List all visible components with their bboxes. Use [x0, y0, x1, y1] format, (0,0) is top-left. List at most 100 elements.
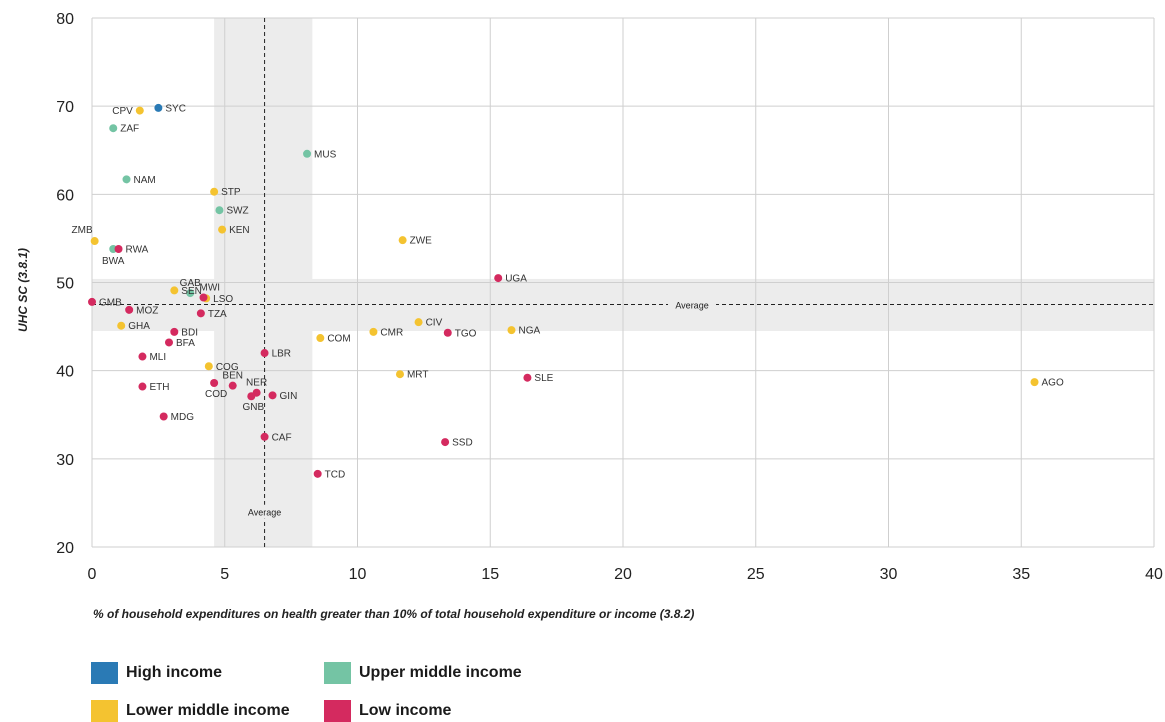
point-label-eth: ETH [149, 382, 169, 393]
data-point-mli [138, 352, 147, 361]
data-point-com [316, 334, 325, 343]
data-point-gha [117, 321, 126, 330]
y-tick-label: 40 [56, 364, 74, 381]
point-label-mus: MUS [314, 149, 337, 160]
y-average-label-bg [668, 297, 717, 312]
point-label-tcd: TCD [325, 469, 346, 480]
x-tick-label: 25 [747, 566, 765, 583]
point-label-bdi: BDI [181, 327, 198, 338]
point-label-tza: TZA [208, 309, 227, 320]
point-label-moz: MOZ [136, 305, 158, 316]
point-label-cmr: CMR [380, 327, 403, 338]
data-point-mrt [395, 370, 404, 379]
point-label-gha: GHA [128, 321, 150, 332]
point-label-swz: SWZ [226, 206, 248, 217]
point-label-tgo: TGO [455, 328, 477, 339]
point-label-zwe: ZWE [410, 236, 433, 247]
data-point-bfa [164, 338, 173, 347]
y-tick-label: 50 [56, 276, 74, 293]
legend-swatch-low-income [324, 700, 351, 722]
data-point-uga [494, 274, 503, 283]
point-label-ago: AGO [1042, 378, 1064, 389]
legend-item-high-income: High income [91, 662, 222, 684]
point-label-zaf: ZAF [120, 124, 139, 135]
x-tick-label: 10 [349, 566, 367, 583]
data-point-eth [138, 382, 147, 391]
x-tick-label: 30 [880, 566, 898, 583]
data-point-bdi [170, 327, 179, 336]
y-tick-label: 80 [56, 11, 74, 28]
data-point-nga [507, 326, 516, 335]
x-average-label-bg [242, 504, 287, 519]
data-point-ago [1030, 378, 1039, 387]
legend-label-lower-middle-income: Lower middle income [126, 702, 290, 719]
data-point-gab [186, 289, 195, 298]
legend-item-lower-middle-income: Lower middle income [91, 700, 290, 722]
point-label-sen: SEN [181, 286, 202, 297]
legend: High income Upper middle income Lower mi… [91, 662, 591, 722]
data-point-zaf [109, 124, 118, 133]
point-label-caf: CAF [272, 432, 292, 443]
data-point-ken [218, 225, 227, 234]
data-point-civ [414, 318, 423, 327]
x-tick-label: 20 [614, 566, 632, 583]
data-point-mwi [199, 293, 208, 302]
data-point-gin [268, 391, 277, 400]
data-point-stp [210, 187, 219, 196]
data-point-cmr [369, 327, 378, 336]
legend-label-low-income: Low income [359, 702, 452, 719]
point-label-syc: SYC [165, 103, 186, 114]
point-label-bfa: BFA [176, 338, 195, 349]
data-point-zwe [398, 236, 407, 245]
data-point-lbr [260, 349, 269, 358]
data-point-tcd [313, 469, 322, 478]
x-tick-label: 40 [1145, 566, 1163, 583]
data-point-nam [122, 175, 131, 184]
data-point-ben [228, 381, 237, 390]
x-tick-label: 35 [1012, 566, 1030, 583]
data-point-cog [204, 362, 213, 371]
data-point-mdg [159, 412, 168, 421]
point-label-mwi: MWI [200, 282, 221, 293]
data-point-sen [170, 286, 179, 295]
point-label-sle: SLE [534, 373, 553, 384]
point-label-mdg: MDG [171, 412, 195, 423]
legend-item-upper-middle-income: Upper middle income [324, 662, 522, 684]
legend-item-low-income: Low income [324, 700, 451, 722]
point-label-nam: NAM [134, 175, 156, 186]
y-tick-label: 60 [56, 187, 74, 204]
point-label-zmb: ZMB [72, 225, 93, 236]
point-label-stp: STP [221, 187, 241, 198]
data-point-gmb [88, 297, 96, 306]
data-point-caf [260, 432, 269, 441]
legend-swatch-lower-middle-income [91, 700, 118, 722]
data-point-cod [210, 379, 219, 388]
point-label-uga: UGA [505, 274, 527, 285]
point-label-lso: LSO [213, 294, 233, 305]
data-point-swz [215, 206, 224, 215]
scatter-chart: 0 5 10 15 20 25 30 35 40 20 30 40 50 60 70 80 Average Ave… [56, 11, 1163, 583]
point-label-gmb: GMB [99, 297, 122, 308]
point-label-com: COM [327, 334, 350, 345]
point-label-lbr: LBR [272, 349, 291, 360]
data-point-tza [196, 309, 205, 318]
x-axis-title: % of household expenditures on health gr… [93, 607, 695, 621]
legend-swatch-high-income [91, 662, 118, 684]
data-point-syc [154, 103, 163, 112]
point-label-cpv: CPV [112, 106, 133, 117]
y-tick-label: 20 [56, 540, 74, 557]
data-point-moz [125, 305, 134, 314]
point-label-ner: NER [246, 378, 267, 389]
x-tick-label: 5 [220, 566, 229, 583]
data-point-sle [523, 373, 532, 382]
legend-label-upper-middle-income: Upper middle income [359, 664, 522, 681]
point-label-ken: KEN [229, 225, 250, 236]
point-label-nga: NGA [518, 326, 540, 337]
data-point-gnb [247, 392, 256, 401]
y-tick-label: 70 [56, 99, 74, 116]
data-point-ssd [441, 438, 450, 447]
x-tick-label: 15 [481, 566, 499, 583]
x-tick-label: 0 [88, 566, 97, 583]
y-axis-title: UHC SC (3.8.1) [16, 247, 30, 333]
point-label-civ: CIV [426, 318, 443, 329]
